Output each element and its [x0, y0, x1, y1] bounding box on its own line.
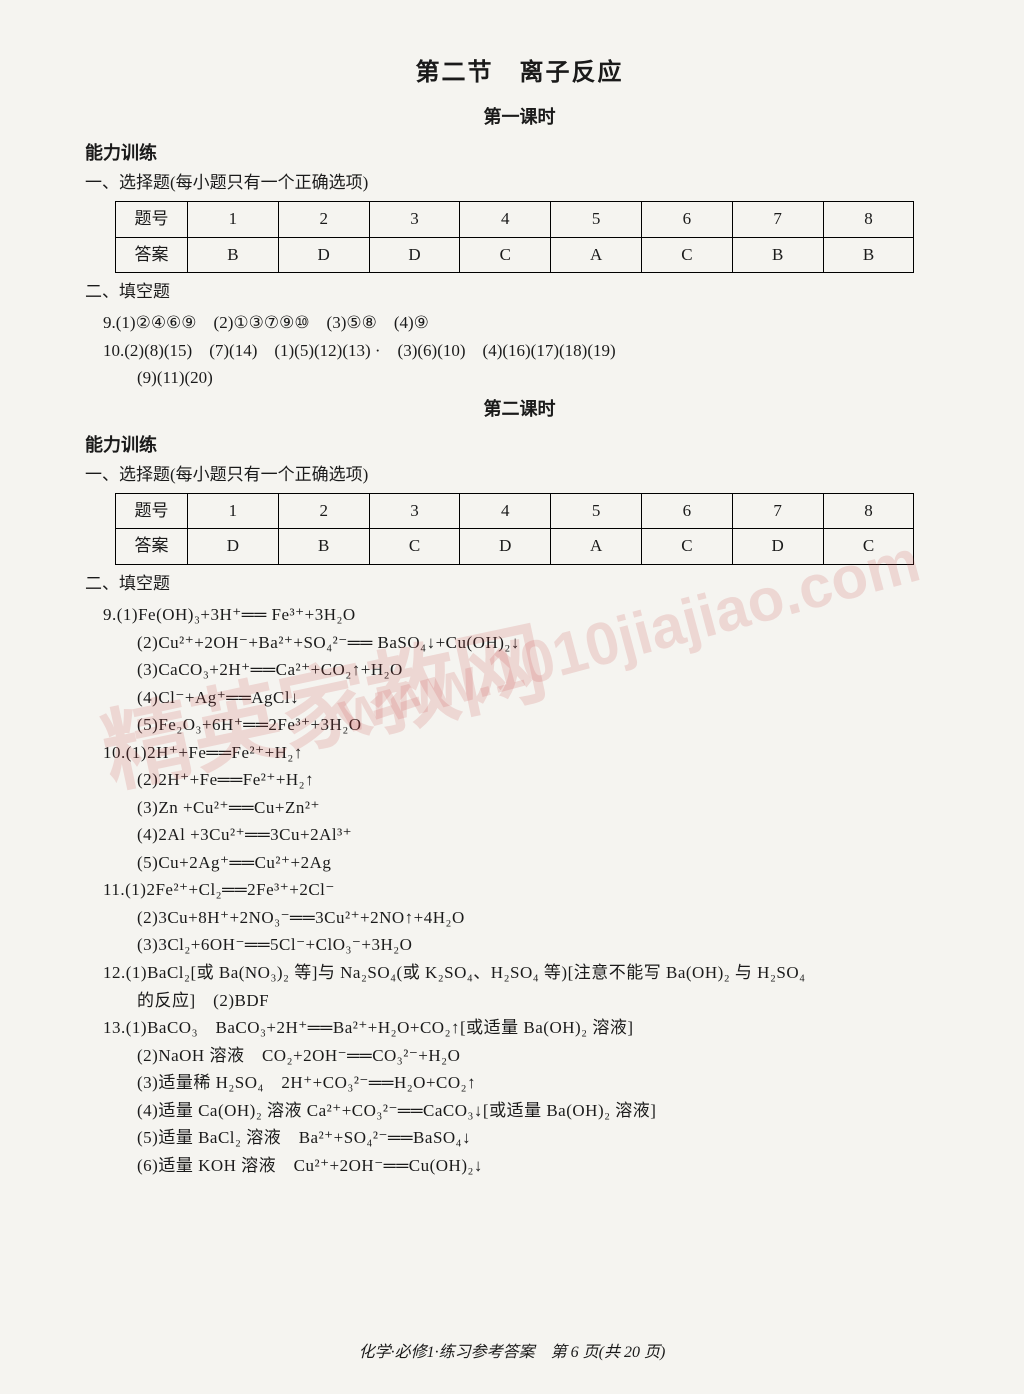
table-cell: 2: [278, 202, 369, 237]
equation-line: (2)3Cu+8H⁺+2NO₃⁻══3Cu²⁺+2NO↑+4H₂O: [85, 904, 954, 932]
ability-heading-2: 能力训练: [85, 432, 954, 460]
table-header-cell: 答案: [116, 529, 188, 564]
table-row: 答案 D B C D A C D C: [116, 529, 914, 564]
table-row: 题号 1 2 3 4 5 6 7 8: [116, 202, 914, 237]
answer-table-1: 题号 1 2 3 4 5 6 7 8 答案 B D D C A C B B: [115, 201, 914, 273]
table-header-cell: 答案: [116, 237, 188, 272]
table-cell: C: [460, 237, 551, 272]
fill-heading-2: 二、填空题: [85, 571, 954, 597]
equation-line: 10.(1)2H⁺+Fe══Fe²⁺+H₂↑: [85, 739, 954, 767]
equation-line: (6)适量 KOH 溶液 Cu²⁺+2OH⁻══Cu(OH)₂↓: [85, 1152, 954, 1180]
table-cell: 5: [551, 202, 642, 237]
table-cell: B: [732, 237, 823, 272]
table-row: 题号 1 2 3 4 5 6 7 8: [116, 494, 914, 529]
equation-line: (2)NaOH 溶液 CO₂+2OH⁻══CO₃²⁻+H₂O: [85, 1042, 954, 1070]
equation-line: (3)3Cl₂+6OH⁻══5Cl⁻+ClO₃⁻+3H₂O: [85, 931, 954, 959]
equation-line: (3)适量稀 H₂SO₄ 2H⁺+CO₃²⁻══H₂O+CO₂↑: [85, 1069, 954, 1097]
table-cell: 5: [551, 494, 642, 529]
fill-heading-1: 二、填空题: [85, 279, 954, 305]
answer-line: (9)(11)(20): [85, 364, 954, 392]
table-cell: D: [732, 529, 823, 564]
equation-line: (2)Cu²⁺+2OH⁻+Ba²⁺+SO₄²⁻══ BaSO₄↓+Cu(OH)₂…: [85, 629, 954, 657]
equation-line: (5)Fe₂O₃+6H⁺══2Fe³⁺+3H₂O: [85, 711, 954, 739]
mc-heading-1: 一、选择题(每小题只有一个正确选项): [85, 170, 954, 196]
table-header-cell: 题号: [116, 202, 188, 237]
table-cell: C: [369, 529, 460, 564]
table-cell: D: [460, 529, 551, 564]
equation-line: (2)2H⁺+Fe══Fe²⁺+H₂↑: [85, 766, 954, 794]
equation-line: (4)Cl⁻+Ag⁺══AgCl↓: [85, 684, 954, 712]
equation-line: (3)CaCO₃+2H⁺══Ca²⁺+CO₂↑+H₂O: [85, 656, 954, 684]
table-cell: A: [551, 529, 642, 564]
table-cell: B: [188, 237, 279, 272]
table-cell: B: [278, 529, 369, 564]
equation-line: 13.(1)BaCO₃ BaCO₃+2H⁺══Ba²⁺+H₂O+CO₂↑[或适量…: [85, 1014, 954, 1042]
table-header-cell: 题号: [116, 494, 188, 529]
table-cell: 7: [732, 494, 823, 529]
table-cell: 1: [188, 494, 279, 529]
table-cell: 2: [278, 494, 369, 529]
table-cell: 4: [460, 202, 551, 237]
lesson1-title: 第一课时: [85, 104, 954, 132]
answer-line: 10.(2)(8)(15) (7)(14) (1)(5)(12)(13) · (…: [85, 337, 954, 365]
table-cell: C: [641, 529, 732, 564]
table-cell: 1: [188, 202, 279, 237]
table-cell: 7: [732, 202, 823, 237]
table-cell: 4: [460, 494, 551, 529]
answer-line: 12.(1)BaCl₂[或 Ba(NO₃)₂ 等]与 Na₂SO₄(或 K₂SO…: [85, 959, 954, 987]
table-cell: D: [278, 237, 369, 272]
table-row: 答案 B D D C A C B B: [116, 237, 914, 272]
answer-line: 的反应] (2)BDF: [85, 987, 954, 1015]
table-cell: 6: [641, 494, 732, 529]
table-cell: 8: [823, 202, 914, 237]
equation-line: 11.(1)2Fe²⁺+Cl₂══2Fe³⁺+2Cl⁻: [85, 876, 954, 904]
table-cell: 3: [369, 494, 460, 529]
equation-line: 9.(1)Fe(OH)₃+3H⁺══ Fe³⁺+3H₂O: [85, 601, 954, 629]
table-cell: C: [823, 529, 914, 564]
section-title: 第二节 离子反应: [85, 55, 954, 92]
table-cell: B: [823, 237, 914, 272]
table-cell: 3: [369, 202, 460, 237]
page-footer: 化学·必修1·练习参考答案 第 6 页(共 20 页): [0, 1341, 1024, 1366]
table-cell: D: [369, 237, 460, 272]
table-cell: C: [641, 237, 732, 272]
table-cell: D: [188, 529, 279, 564]
lesson2-title: 第二课时: [85, 396, 954, 424]
equation-line: (4)适量 Ca(OH)₂ 溶液 Ca²⁺+CO₃²⁻══CaCO₃↓[或适量 …: [85, 1097, 954, 1125]
ability-heading-1: 能力训练: [85, 140, 954, 168]
table-cell: 6: [641, 202, 732, 237]
mc-heading-2: 一、选择题(每小题只有一个正确选项): [85, 462, 954, 488]
equation-line: (5)Cu+2Ag⁺══Cu²⁺+2Ag: [85, 849, 954, 877]
equation-line: (5)适量 BaCl₂ 溶液 Ba²⁺+SO₄²⁻══BaSO₄↓: [85, 1124, 954, 1152]
answer-table-2: 题号 1 2 3 4 5 6 7 8 答案 D B C D A C D C: [115, 493, 914, 565]
answer-line: 9.(1)②④⑥⑨ (2)①③⑦⑨⑩ (3)⑤⑧ (4)⑨: [85, 309, 954, 337]
equation-line: (3)Zn +Cu²⁺══Cu+Zn²⁺: [85, 794, 954, 822]
table-cell: 8: [823, 494, 914, 529]
equation-line: (4)2Al +3Cu²⁺══3Cu+2Al³⁺: [85, 821, 954, 849]
table-cell: A: [551, 237, 642, 272]
